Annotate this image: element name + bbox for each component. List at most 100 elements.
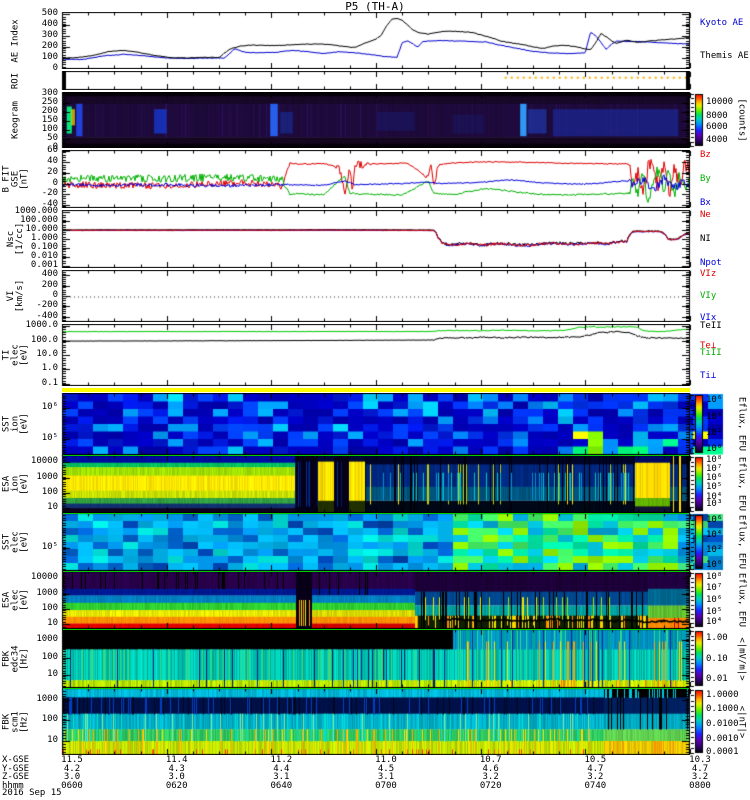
ytick-n-2: 10.000 bbox=[25, 223, 58, 234]
ytick-n-1: 100.000 bbox=[20, 214, 58, 225]
axis-label-keo: Keogram bbox=[10, 101, 21, 139]
cbtick-keo-2: 6000 bbox=[706, 122, 728, 133]
ytick-esa_e-1: 1000 bbox=[36, 587, 58, 598]
ytick-t-1: 100.0 bbox=[30, 334, 58, 345]
axis-value-Z-GSE-4: 3.2 bbox=[482, 772, 499, 782]
cbtick-fbk_s-4: 0.0001 bbox=[706, 746, 739, 757]
cbtick-keo-0: 10000 bbox=[706, 97, 734, 108]
legend-n-Ne: Ne bbox=[700, 209, 711, 220]
axis-value-Y-GSE-6: 4.7 bbox=[691, 763, 709, 774]
ytick-esa_i-0: 10000 bbox=[30, 456, 58, 467]
cbtick-esa_e-2: 10⁶ bbox=[706, 595, 723, 605]
axis-row-header-X-GSE: X-GSE bbox=[2, 755, 30, 765]
panel-ae-canvas bbox=[0, 12, 750, 69]
axis-value-Y-GSE-2: 4.4 bbox=[273, 763, 290, 774]
axis-label-ae: AE Index bbox=[10, 18, 21, 63]
axis-value-Y-GSE-4: 4.6 bbox=[482, 763, 499, 774]
panel-divider bbox=[63, 455, 689, 456]
panel-t-canvas bbox=[0, 324, 750, 386]
time-tick-0620: 0620 bbox=[165, 780, 188, 791]
axis-row-header-Y-GSE: Y-GSE bbox=[2, 763, 30, 774]
cbtick-esa_i-2: 10⁶ bbox=[706, 473, 723, 484]
ytick-ae-0: 500 bbox=[41, 8, 58, 19]
ytick-n-4: 0.100 bbox=[30, 242, 58, 253]
cbunit-esa_e: Eflux, EFU bbox=[736, 572, 747, 628]
ytick-keo-6: 0 bbox=[52, 142, 58, 152]
axis-value-X-GSE-0: 11.5 bbox=[61, 755, 83, 765]
ytick-keo-0: 300 bbox=[41, 88, 58, 99]
panel-divider bbox=[63, 513, 689, 514]
cbtick-keo-1: 8000 bbox=[706, 110, 728, 121]
panel-fbk_s-canvas bbox=[0, 688, 750, 755]
ytick-esa_e-0: 10000 bbox=[30, 572, 58, 583]
ytick-sst_i-1: 10⁵ bbox=[41, 432, 58, 443]
cbtick-fbk_s-1: 0.1000 bbox=[706, 704, 739, 715]
date-label: 2016 Sep 15 bbox=[2, 788, 62, 798]
cbtick-esa_e-4: 10⁴ bbox=[706, 617, 723, 628]
legend-b-Bz: Bz bbox=[700, 149, 711, 160]
yellow-separator bbox=[62, 388, 690, 392]
cbtick-esa_e-3: 10⁵ bbox=[706, 606, 723, 617]
panel-fbk_e-canvas bbox=[0, 629, 750, 688]
axis-label-esa_e: ESA elec [eV] bbox=[1, 589, 30, 611]
axis-row-header-hhmm: hhmm bbox=[2, 780, 24, 791]
ytick-esa_i-3: 10 bbox=[47, 502, 58, 513]
time-tick-0600: 0600 bbox=[61, 780, 83, 791]
ytick-v-4: -400 bbox=[36, 310, 58, 321]
panel-esa_e-canvas bbox=[0, 571, 750, 629]
panel-divider bbox=[63, 688, 689, 689]
time-tick-0640: 0640 bbox=[270, 780, 293, 791]
cbtick-esa_i-5: 10³ bbox=[706, 498, 723, 509]
axis-value-Y-GSE-1: 4.3 bbox=[168, 763, 185, 774]
ytick-esa_e-2: 100 bbox=[41, 603, 58, 614]
axis-label-n: Nsc [1/cc] bbox=[6, 222, 25, 256]
legend-t-Ti: Ti⊥ bbox=[700, 371, 717, 382]
panel-esa_i-canvas bbox=[0, 455, 750, 513]
axis-value-X-GSE-5: 10.5 bbox=[584, 755, 607, 765]
panel-n-canvas bbox=[0, 210, 750, 268]
legend-b-By: By bbox=[700, 174, 711, 184]
axis-value-X-GSE-6: 10.3 bbox=[689, 755, 711, 765]
ytick-b-4: -20 bbox=[41, 188, 58, 199]
cbtick-fbk_e-0: 1.00 bbox=[706, 632, 728, 643]
cbtick-esa_i-0: 10⁸ bbox=[706, 454, 723, 465]
ytick-b-5: -40 bbox=[41, 199, 58, 210]
cbtick-esa_i-1: 10⁷ bbox=[706, 463, 723, 474]
axis-value-Y-GSE-3: 4.5 bbox=[377, 763, 395, 774]
panel-divider bbox=[63, 629, 689, 630]
panel-sst_e-canvas bbox=[0, 513, 750, 571]
ytick-b-3: 0 bbox=[52, 177, 58, 188]
axis-label-t: TI elec [eV] bbox=[1, 344, 30, 366]
ytick-t-2: 10.0 bbox=[36, 349, 58, 359]
ytick-n-6: 0.001 bbox=[30, 260, 58, 271]
axis-label-sst_i: SST ion [eV] bbox=[1, 413, 30, 435]
legend-t-TiII: TiII bbox=[700, 348, 722, 359]
cbunit-sst_i: Eflux, EFU bbox=[736, 396, 747, 452]
legend-ae-ThemisAE: Themis AE bbox=[700, 51, 749, 62]
axis-value-X-GSE-4: 10.7 bbox=[479, 755, 502, 765]
axis-label-roi: ROI bbox=[10, 72, 21, 89]
cbtick-sst_i-1: 10⁴ bbox=[706, 411, 723, 422]
ytick-v-1: 200 bbox=[41, 279, 58, 290]
ytick-keo-4: 100 bbox=[41, 124, 58, 135]
legend-ae-KyotoAE: Kyoto AE bbox=[700, 18, 744, 29]
cbtick-fbk_e-1: 0.10 bbox=[706, 653, 728, 664]
cbunit-fbk_e: <|mV/m|> bbox=[736, 636, 747, 681]
axis-label-fbk_e: FBK edc34 [Hz] bbox=[1, 644, 30, 673]
ytick-b-2: 20 bbox=[47, 166, 58, 177]
cbtick-sst_i-0: 10⁶ bbox=[706, 395, 723, 406]
ytick-v-3: -200 bbox=[36, 300, 58, 311]
page-title: P5 (TH-A) bbox=[345, 0, 405, 13]
time-tick-0800: 0800 bbox=[689, 780, 711, 791]
axis-value-Z-GSE-1: 3.0 bbox=[168, 772, 185, 782]
legend-b-Bx: Bx bbox=[700, 198, 711, 209]
axis-label-esa_i: ESA ion [eV] bbox=[1, 473, 30, 495]
legend-v-VIx: VIx bbox=[700, 312, 717, 323]
axis-value-X-GSE-1: 11.4 bbox=[165, 755, 188, 765]
axis-value-Z-GSE-5: 3.2 bbox=[587, 772, 604, 782]
cbtick-esa_e-1: 10⁷ bbox=[706, 583, 723, 594]
ytick-esa_e-3: 10 bbox=[47, 618, 58, 629]
axis-value-Y-GSE-5: 4.7 bbox=[587, 763, 604, 774]
cbtick-sst_e-2: 10² bbox=[706, 545, 723, 556]
